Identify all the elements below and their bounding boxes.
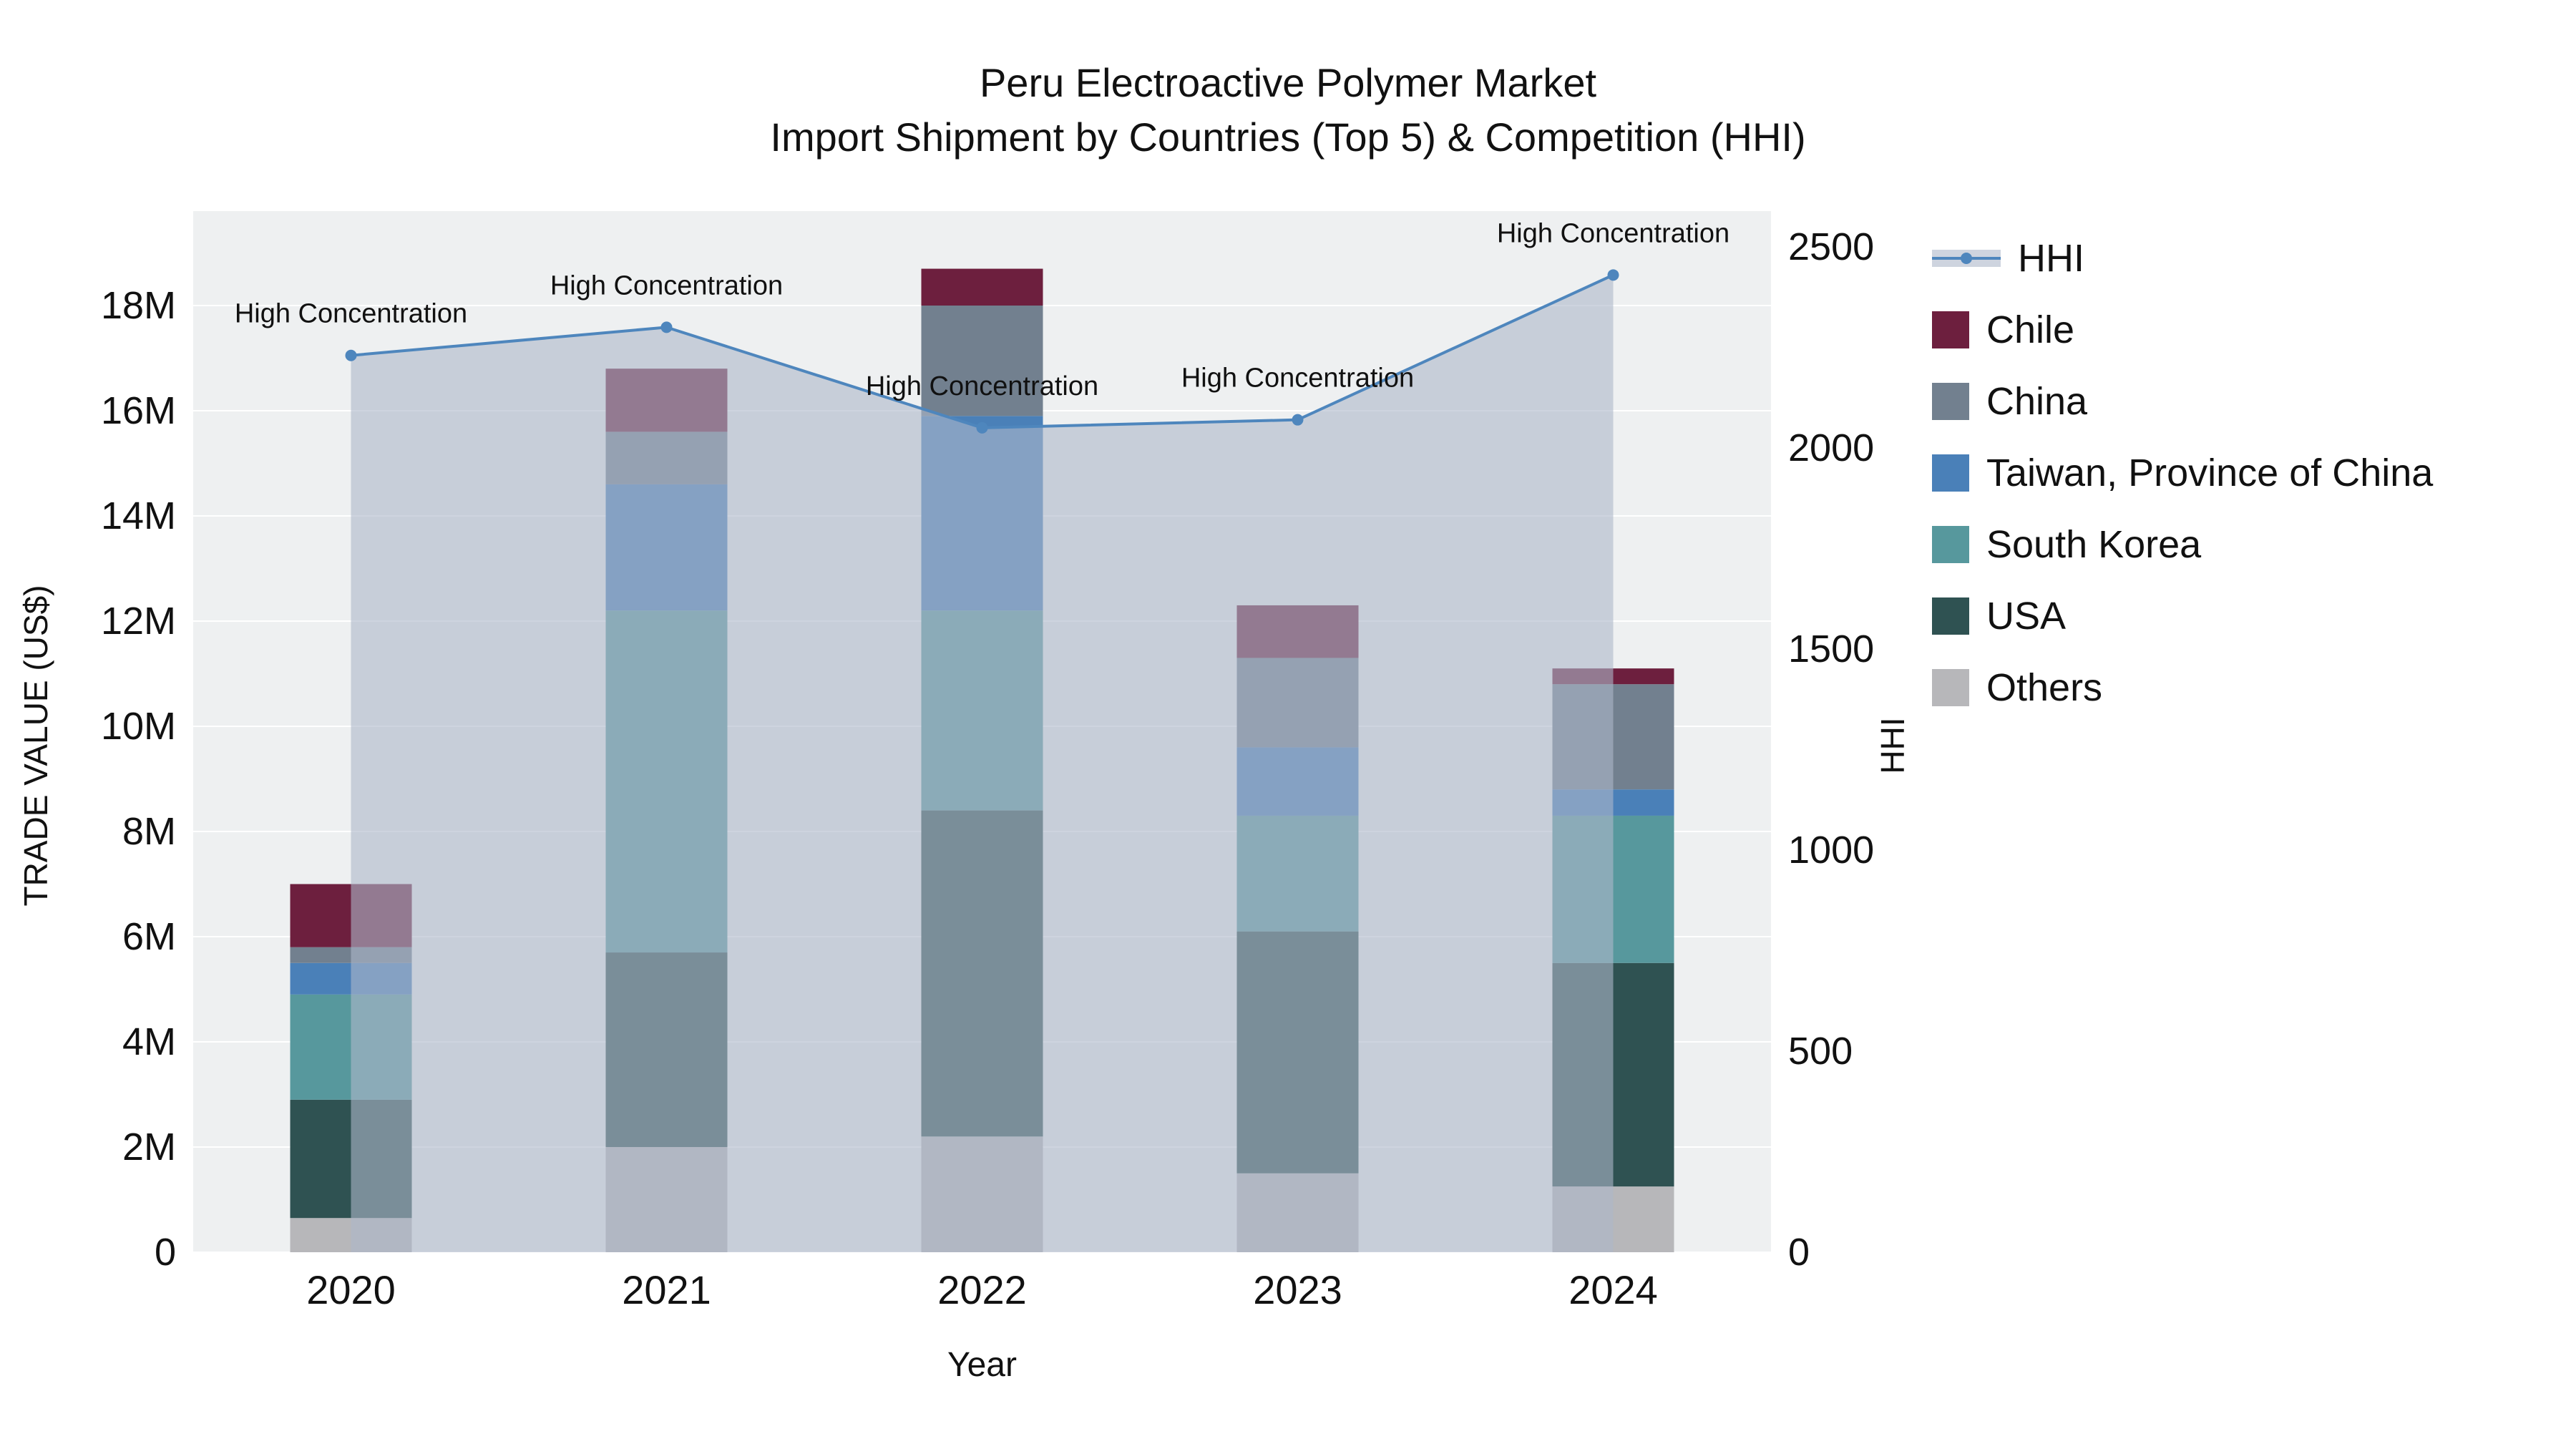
- chart-title-line1: Peru Electroactive Polymer Market: [979, 60, 1597, 105]
- hhi-marker: [1607, 269, 1619, 281]
- x-axis-title: Year: [947, 1346, 1017, 1384]
- legend-item-usa[interactable]: USA: [1932, 594, 2433, 638]
- y-tick-label: 16M: [101, 389, 176, 432]
- legend-color-swatch-icon: [1932, 597, 1969, 635]
- hhi-line-swatch-icon: [1932, 250, 2001, 267]
- legend-color-swatch-icon: [1932, 526, 1969, 563]
- y2-tick-label: 500: [1788, 1030, 1853, 1073]
- chart-title-line2: Import Shipment by Countries (Top 5) & C…: [770, 114, 1806, 160]
- bar-segment-chile: [921, 268, 1043, 306]
- x-tick-label: 2023: [1253, 1267, 1342, 1312]
- legend-item-china[interactable]: China: [1932, 379, 2433, 424]
- legend-label: China: [1986, 380, 2088, 423]
- y2-tick-label: 2500: [1788, 225, 1874, 268]
- y-tick-label: 0: [155, 1231, 176, 1274]
- legend-label: Chile: [1986, 308, 2075, 351]
- legend-item-hhi[interactable]: HHI: [1932, 236, 2433, 280]
- y2-tick-label: 1000: [1788, 829, 1874, 872]
- y-tick-label: 12M: [101, 600, 176, 643]
- hhi-area: [351, 275, 1614, 1253]
- annotation-high-concentration: High Concentration: [1497, 218, 1729, 248]
- legend-color-swatch-icon: [1932, 669, 1969, 706]
- legend-label: Others: [1986, 666, 2103, 709]
- annotation-high-concentration: High Concentration: [1181, 364, 1414, 394]
- legend-item-south-korea[interactable]: South Korea: [1932, 522, 2433, 567]
- hhi-marker: [976, 421, 988, 434]
- x-tick-label: 2021: [622, 1267, 711, 1312]
- y2-tick-label: 1500: [1788, 628, 1874, 670]
- legend: HHI Chile China Taiwan, Province of China So…: [1932, 236, 2433, 710]
- legend-item-others[interactable]: Others: [1932, 665, 2433, 710]
- annotation-high-concentration: High Concentration: [235, 299, 467, 329]
- hhi-marker: [660, 321, 673, 333]
- y-tick-label: 4M: [122, 1020, 176, 1063]
- hhi-marker: [1292, 414, 1304, 426]
- bar-segment-china: [921, 306, 1043, 416]
- legend-item-chile[interactable]: Chile: [1932, 308, 2433, 352]
- chart-title: Peru Electroactive Polymer Market Import…: [0, 56, 2576, 164]
- y-tick-label: 8M: [122, 810, 176, 853]
- legend-label: Taiwan, Province of China: [1986, 452, 2434, 494]
- x-tick-label: 2022: [937, 1267, 1027, 1312]
- y-tick-label: 10M: [101, 705, 176, 748]
- y2-axis-title: HHI: [1874, 717, 1911, 774]
- legend-color-swatch-icon: [1932, 383, 1969, 420]
- legend-color-swatch-icon: [1932, 454, 1969, 492]
- legend-item-taiwan-province-of-china[interactable]: Taiwan, Province of China: [1932, 451, 2433, 495]
- y2-tick-label: 2000: [1788, 426, 1874, 469]
- legend-color-swatch-icon: [1932, 311, 1969, 348]
- legend-label: HHI: [2018, 237, 2084, 280]
- x-tick-label: 2020: [306, 1267, 396, 1312]
- y2-tick-label: 0: [1788, 1231, 1810, 1274]
- y-tick-label: 6M: [122, 915, 176, 958]
- annotation-high-concentration: High Concentration: [550, 270, 783, 301]
- legend-label: USA: [1986, 595, 2067, 638]
- y-tick-label: 2M: [122, 1126, 176, 1169]
- hhi-marker: [345, 349, 357, 361]
- y-axis-title: TRADE VALUE (US$): [17, 585, 54, 907]
- y-tick-label: 14M: [101, 494, 176, 537]
- legend-label: South Korea: [1986, 523, 2202, 566]
- annotation-high-concentration: High Concentration: [866, 371, 1098, 401]
- x-tick-label: 2024: [1568, 1267, 1658, 1312]
- y-tick-label: 18M: [101, 284, 176, 327]
